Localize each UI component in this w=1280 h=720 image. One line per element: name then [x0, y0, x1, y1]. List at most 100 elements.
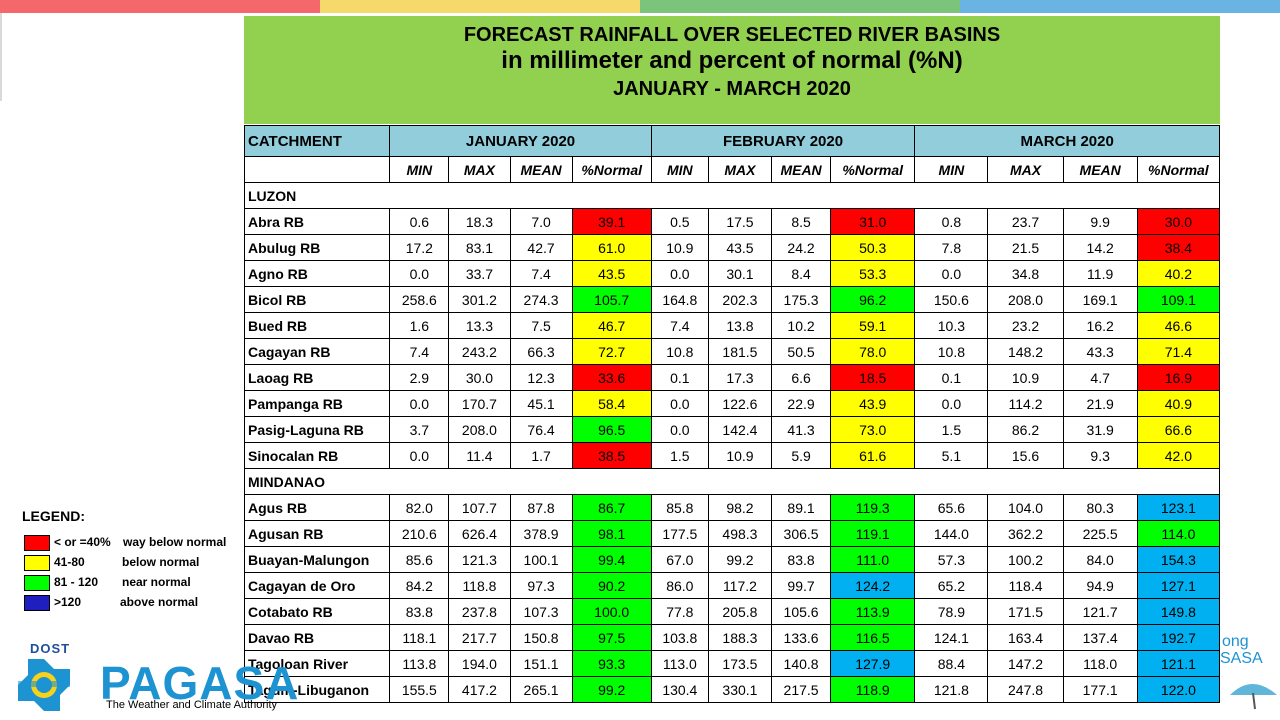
rainfall-value-cell: 0.0 [650, 416, 709, 443]
catchment-name: Pampanga RB [243, 390, 391, 417]
rainfall-value-cell: 0.0 [389, 260, 450, 287]
rainfall-value-cell: 34.8 [987, 260, 1064, 287]
legend-range: < or =40% [54, 535, 111, 549]
rainfall-value-cell: 7.4 [509, 260, 573, 287]
rainfall-value-cell: 1.7 [509, 442, 573, 469]
rainfall-value-cell: 1.6 [389, 312, 450, 339]
section-label: MINDANAO [244, 468, 1220, 495]
percent-normal-cell: 46.6 [1136, 312, 1221, 339]
rainfall-value-cell: 171.5 [987, 598, 1064, 625]
rainfall-value-cell: 0.0 [650, 260, 709, 287]
rainfall-value-cell: 0.0 [914, 260, 989, 287]
rainfall-value-cell: 30.0 [448, 364, 511, 391]
rainfall-value-cell: 117.2 [707, 572, 773, 599]
catchment-name: Bued RB [243, 312, 391, 339]
percent-normal-cell: 30.0 [1136, 208, 1221, 235]
subheader-min: MIN [650, 156, 709, 183]
percent-normal-cell: 42.0 [1136, 442, 1221, 469]
rainfall-value-cell: 6.6 [770, 364, 832, 391]
rainfall-value-cell: 113.0 [650, 650, 709, 677]
rainfall-value-cell: 10.9 [987, 364, 1064, 391]
rainfall-value-cell: 80.3 [1062, 494, 1138, 521]
subheader-min: MIN [914, 156, 989, 183]
percent-normal-cell: 31.0 [830, 208, 916, 235]
rainfall-value-cell: 1.5 [914, 416, 989, 443]
rainfall-value-cell: 151.1 [509, 650, 573, 677]
right-logo-line-1: ong [1222, 633, 1249, 650]
table-row: Cagayan RB 7.4 243.2 66.3 72.7 10.8 181.5 50.5 7… [243, 338, 1221, 365]
rainfall-value-cell: 10.9 [650, 234, 709, 261]
rainfall-value-cell: 147.2 [987, 650, 1064, 677]
top-color-bar-yellow [320, 0, 640, 13]
percent-normal-cell: 50.3 [830, 234, 916, 261]
rainfall-value-cell: 121.3 [448, 546, 511, 573]
percent-normal-cell: 121.1 [1136, 650, 1221, 677]
rainfall-value-cell: 0.6 [389, 208, 450, 235]
catchment-name: Tagum-Libuganon [243, 676, 391, 703]
percent-normal-cell: 46.7 [571, 312, 652, 339]
catchment-name: Davao RB [243, 624, 391, 651]
percent-normal-cell: 18.5 [830, 364, 916, 391]
catchment-name: Pasig-Laguna RB [243, 416, 391, 443]
rainfall-value-cell: 104.0 [987, 494, 1064, 521]
percent-normal-cell: 98.1 [571, 520, 652, 547]
rainfall-value-cell: 22.9 [770, 390, 832, 417]
rainfall-value-cell: 83.1 [448, 234, 511, 261]
percent-normal-cell: 123.1 [1136, 494, 1221, 521]
rainfall-value-cell: 122.6 [707, 390, 773, 417]
right-logo-line-2: SASA [1220, 650, 1263, 667]
rainfall-value-cell: 118.8 [448, 572, 511, 599]
rainfall-value-cell: 121.8 [914, 676, 989, 703]
top-color-bar-green [640, 0, 960, 13]
title-line-3: JANUARY - MARCH 2020 [613, 78, 851, 100]
rainfall-value-cell: 0.5 [650, 208, 709, 235]
legend-item-way-below-normal: < or =40% way below normal [22, 533, 242, 553]
legend-swatch-blue [24, 595, 50, 611]
percent-normal-cell: 39.1 [571, 208, 652, 235]
percent-normal-cell: 38.5 [571, 442, 652, 469]
rainfall-value-cell: 18.3 [448, 208, 511, 235]
rainfall-value-cell: 0.1 [650, 364, 709, 391]
month-header-march: MARCH 2020 [914, 125, 1220, 157]
rainfall-value-cell: 362.2 [987, 520, 1064, 547]
percent-normal-cell: 119.3 [830, 494, 916, 521]
percent-normal-cell: 99.4 [571, 546, 652, 573]
percent-normal-cell: 109.1 [1136, 286, 1221, 313]
rainfall-value-cell: 0.0 [914, 390, 989, 417]
rainfall-value-cell: 100.1 [509, 546, 573, 573]
percent-normal-cell: 154.3 [1136, 546, 1221, 573]
table-row: Agusan RB 210.6 626.4 378.9 98.1 177.5 498.3 30… [243, 520, 1221, 547]
legend-title: LEGEND: [22, 508, 85, 524]
catchment-name: Cotabato RB [243, 598, 391, 625]
rainfall-value-cell: 10.9 [707, 442, 773, 469]
percent-normal-cell: 96.2 [830, 286, 916, 313]
rainfall-value-cell: 118.1 [389, 624, 450, 651]
percent-normal-cell: 93.3 [571, 650, 652, 677]
legend: LEGEND: < or =40% way below normal 41-80… [22, 508, 242, 613]
rainfall-value-cell: 82.0 [389, 494, 450, 521]
rainfall-value-cell: 124.1 [914, 624, 989, 651]
percent-normal-cell: 99.2 [571, 676, 652, 703]
rainfall-value-cell: 137.4 [1062, 624, 1138, 651]
rainfall-value-cell: 89.1 [770, 494, 832, 521]
percent-normal-cell: 53.3 [830, 260, 916, 287]
legend-swatch-green [24, 575, 50, 591]
rainfall-value-cell: 15.6 [987, 442, 1064, 469]
rainfall-value-cell: 417.2 [448, 676, 511, 703]
percent-normal-cell: 73.0 [830, 416, 916, 443]
pagasa-emblem-icon [18, 659, 70, 711]
rainfall-value-cell: 177.5 [650, 520, 709, 547]
rainfall-value-cell: 10.3 [914, 312, 989, 339]
section-row: LUZON [244, 182, 1220, 209]
catchment-name: Agusan RB [243, 520, 391, 547]
rainfall-value-cell: 31.9 [1062, 416, 1138, 443]
percent-normal-cell: 40.2 [1136, 260, 1221, 287]
percent-normal-cell: 43.9 [830, 390, 916, 417]
subheader-max: MAX [707, 156, 773, 183]
rainfall-value-cell: 23.2 [987, 312, 1064, 339]
rainfall-value-cell: 107.3 [509, 598, 573, 625]
rainfall-value-cell: 173.5 [707, 650, 773, 677]
percent-normal-cell: 114.0 [1136, 520, 1221, 547]
rainfall-value-cell: 177.1 [1062, 676, 1138, 703]
rainfall-value-cell: 13.8 [707, 312, 773, 339]
